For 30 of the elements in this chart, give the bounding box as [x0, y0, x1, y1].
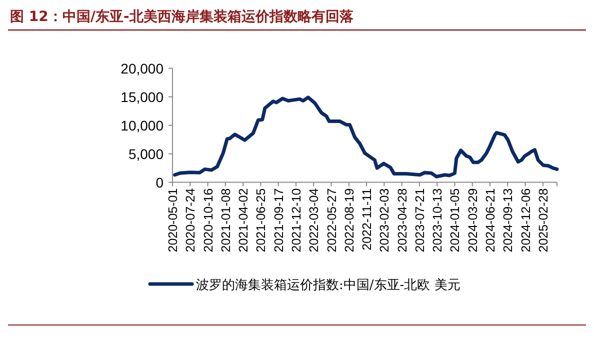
x-tick-label: 2022-03-04 — [307, 188, 322, 252]
x-tick-label: 2025-02-28 — [536, 188, 550, 252]
y-tick-label: 20,000 — [120, 60, 164, 76]
x-tick-label: 2021-09-17 — [272, 188, 286, 252]
x-tick-label: 2021-01-08 — [218, 188, 233, 252]
x-tick-label: 2021-06-25 — [254, 188, 268, 252]
x-tick-label: 2022-08-19 — [342, 188, 356, 252]
x-tick-label: 2021-12-10 — [289, 188, 304, 252]
legend-label: 波罗的海集装箱运价指数:中国/东亚-北欧 美元 — [196, 277, 460, 293]
x-tick-label: 2022-11-11 — [360, 188, 374, 250]
y-tick-label: 10,000 — [120, 117, 164, 134]
y-tick-label: 15,000 — [120, 88, 164, 105]
x-tick-label: 2022-05-27 — [324, 188, 339, 252]
x-tick-label: 2020-07-24 — [184, 188, 198, 252]
y-tick-label: 0 — [156, 174, 164, 190]
x-tick-label: 2024-06-21 — [484, 188, 498, 252]
x-tick-label: 2021-04-02 — [236, 188, 251, 252]
x-tick-label: 2024-12-06 — [518, 188, 533, 252]
chart-title: 图 12：中国/东亚-北美西海岸集装箱运价指数略有回落 — [10, 8, 354, 25]
x-tick-label: 2023-04-28 — [395, 188, 410, 252]
x-tick-label: 2023-07-21 — [412, 188, 427, 252]
x-tick-label: 2024-03-29 — [466, 188, 480, 252]
x-tick-label: 2024-09-13 — [501, 188, 516, 252]
x-tick-label: 2023-10-13 — [430, 188, 445, 252]
y-tick-label: 5,000 — [128, 146, 164, 162]
line-series — [173, 96, 559, 178]
x-tick-label: 2023-02-03 — [378, 188, 392, 252]
x-tick-label: 2024-01-05 — [448, 188, 462, 252]
x-tick-label: 2020-10-16 — [201, 188, 216, 252]
x-tick-label: 2020-05-01 — [166, 188, 180, 252]
